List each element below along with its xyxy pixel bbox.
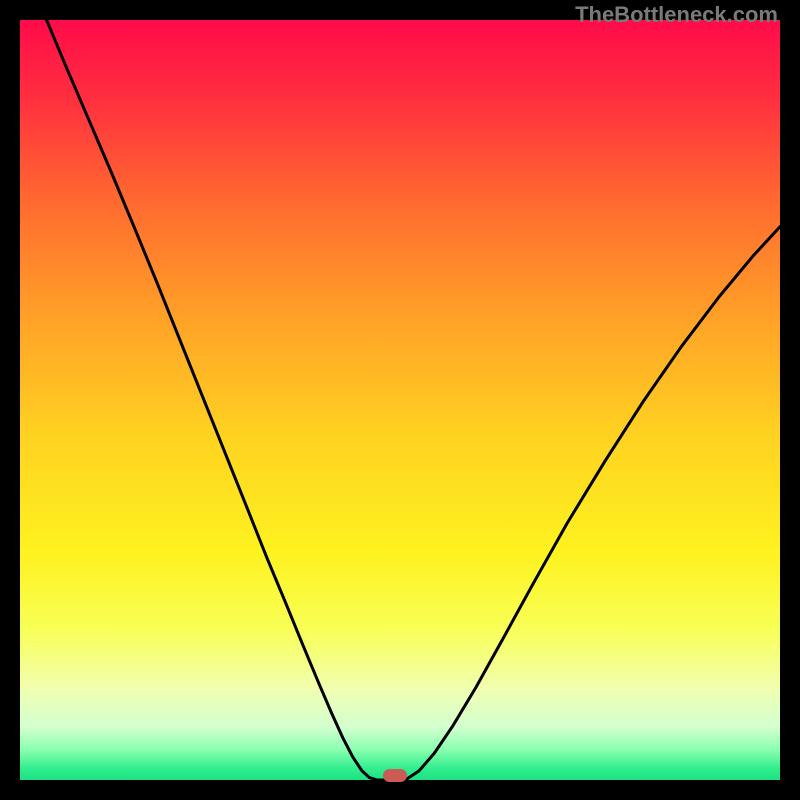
plot-area bbox=[20, 20, 780, 780]
optimal-marker bbox=[383, 769, 407, 783]
curve-layer bbox=[20, 20, 780, 780]
bottleneck-curve bbox=[47, 20, 780, 780]
chart-container: TheBottleneck.com bbox=[0, 0, 800, 800]
watermark-text: TheBottleneck.com bbox=[575, 2, 778, 28]
